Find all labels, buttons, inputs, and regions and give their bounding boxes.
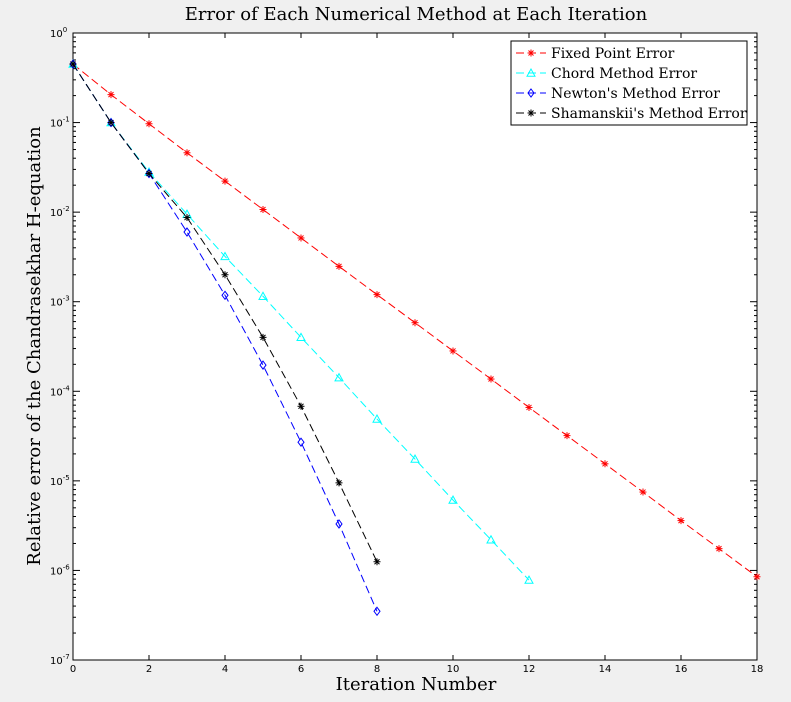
- data-point: [563, 432, 571, 440]
- data-point: [221, 290, 229, 301]
- data-point: [373, 291, 381, 299]
- legend-box: [510, 40, 748, 126]
- legend-label: Chord Method Error: [551, 66, 697, 82]
- data-point: [145, 120, 153, 128]
- legend-entry: Chord Method Error: [516, 66, 697, 82]
- series-0: [69, 60, 761, 581]
- data-point: [183, 149, 191, 157]
- data-point: [487, 375, 495, 383]
- data-point: [335, 479, 343, 487]
- data-point: [373, 558, 381, 566]
- legend-label: Fixed Point Error: [551, 46, 675, 62]
- data-point: [639, 488, 647, 496]
- data-point: [372, 414, 382, 423]
- data-point: [69, 60, 77, 68]
- data-point: [297, 437, 305, 448]
- y-tick-label: 10-2: [50, 205, 70, 219]
- y-axis-label: Relative error of the Chandrasekhar H-eq…: [24, 126, 45, 566]
- chart-title: Error of Each Numerical Method at Each I…: [185, 4, 648, 25]
- y-axis-ticks: 10-7 10-6 10-5 10-4 10-3 10-2 10-1 100: [50, 26, 757, 667]
- legend-entry: Shamanskii's Method Error: [516, 106, 747, 122]
- data-point: [601, 460, 609, 468]
- data-point: [259, 333, 267, 341]
- x-tick-label: 4: [222, 664, 228, 675]
- x-axis-label: Iteration Number: [336, 674, 497, 695]
- legend-marker: [527, 49, 535, 57]
- data-point: [258, 291, 268, 300]
- data-point: [296, 332, 306, 342]
- data-point: [145, 170, 153, 178]
- legend-entry: Fixed Point Error: [516, 46, 675, 62]
- y-tick-label: 10-3: [50, 295, 70, 309]
- x-tick-label: 2: [146, 664, 152, 675]
- x-tick-label: 0: [70, 664, 76, 675]
- data-point: [183, 214, 191, 222]
- y-tick-label: 100: [50, 26, 67, 40]
- plot-area: [72, 32, 758, 661]
- data-point: [373, 606, 381, 617]
- data-point: [677, 517, 685, 525]
- data-point: [410, 454, 420, 463]
- data-point: [221, 271, 229, 279]
- data-point: [448, 495, 458, 504]
- y-tick-label: 10-1: [50, 116, 70, 130]
- series-3: [69, 60, 381, 566]
- data-point: [297, 234, 305, 242]
- x-tick-label: 14: [599, 664, 612, 675]
- legend-marker: [527, 109, 535, 117]
- x-tick-label: 16: [675, 664, 688, 675]
- data-point: [335, 519, 343, 529]
- data-point: [221, 177, 229, 185]
- data-point: [486, 534, 496, 544]
- y-tick-label: 10-4: [50, 384, 70, 398]
- x-tick-label: 10: [447, 664, 460, 675]
- x-tick-label: 12: [523, 664, 536, 675]
- data-point: [334, 372, 344, 382]
- legend-label: Shamanskii's Method Error: [551, 106, 747, 122]
- data-point: [107, 91, 115, 99]
- y-tick-label: 10-5: [50, 474, 70, 488]
- x-tick-label: 6: [298, 664, 304, 675]
- data-point: [220, 251, 230, 261]
- data-point: [259, 360, 267, 370]
- data-point: [335, 262, 343, 270]
- data-point: [525, 403, 533, 411]
- data-point: [183, 227, 191, 237]
- y-tick-label: 10-6: [50, 563, 70, 577]
- data-point: [753, 573, 761, 581]
- series-layer: [68, 59, 761, 617]
- data-point: [524, 575, 534, 584]
- series-line: [72, 63, 378, 562]
- legend: Fixed Point Error Chord Method Error Newto…: [510, 40, 748, 126]
- data-point: [107, 119, 115, 127]
- legend-label: Newton's Method Error: [551, 86, 720, 102]
- legend-marker: [527, 88, 535, 98]
- x-tick-label: 8: [374, 664, 380, 675]
- x-tick-label: 18: [751, 664, 764, 675]
- data-point: [715, 545, 723, 553]
- y-tick-label: 10-7: [50, 653, 70, 667]
- data-point: [449, 347, 457, 355]
- data-point: [297, 402, 305, 410]
- legend-entry: Newton's Method Error: [516, 86, 720, 102]
- legend-marker: [526, 67, 536, 77]
- data-point: [411, 319, 419, 327]
- data-point: [259, 206, 267, 214]
